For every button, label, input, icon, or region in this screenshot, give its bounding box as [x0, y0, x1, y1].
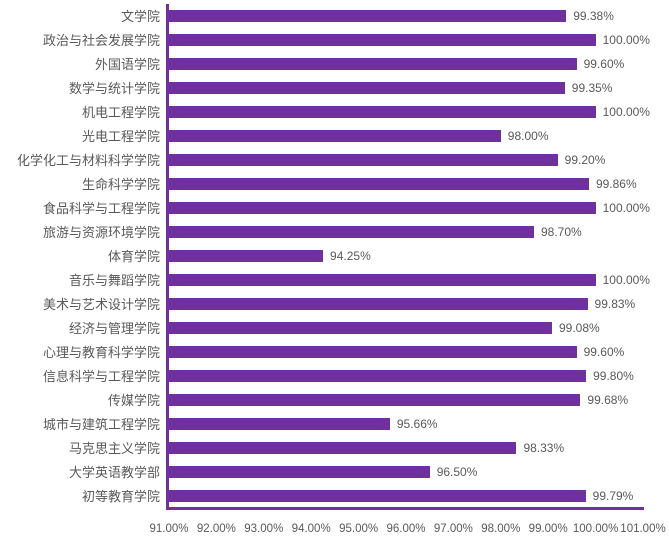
- value-label: 98.70%: [540, 225, 582, 239]
- value-label: 99.80%: [593, 369, 634, 383]
- category-label: 数学与统计学院: [68, 80, 160, 96]
- bar: [169, 418, 390, 430]
- category-label: 光电工程学院: [81, 128, 160, 144]
- x-tick-label: 95.00%: [339, 523, 379, 535]
- category-label: 食品科学与工程学院: [42, 200, 160, 216]
- x-tick-label: 98.00%: [481, 523, 521, 535]
- bar: [169, 178, 589, 190]
- value-label: 95.66%: [396, 417, 438, 431]
- category-label: 大学英语教学部: [68, 464, 160, 480]
- bar: [169, 10, 567, 22]
- x-tick-label: 100.00%: [572, 523, 619, 535]
- bar: [169, 106, 596, 118]
- bar: [169, 274, 596, 286]
- category-label: 旅游与资源环境学院: [42, 224, 160, 240]
- bar: [169, 154, 558, 166]
- x-tick-label: 96.00%: [386, 523, 426, 535]
- value-label: 100.00%: [602, 273, 650, 287]
- bar: [169, 226, 534, 238]
- value-label: 99.20%: [564, 153, 606, 167]
- bar: [169, 202, 596, 214]
- y-axis-line: [166, 4, 169, 510]
- x-axis-line: [166, 507, 644, 510]
- value-label: 99.08%: [558, 321, 600, 335]
- category-label: 心理与教育科学学院: [42, 344, 160, 360]
- category-label: 文学院: [120, 8, 160, 24]
- category-label: 经济与管理学院: [68, 320, 160, 336]
- bar: [169, 322, 552, 334]
- value-label: 99.86%: [595, 177, 637, 191]
- category-label: 马克思主义学院: [68, 440, 160, 456]
- value-label: 100.00%: [602, 105, 650, 119]
- x-tick-label: 93.00%: [244, 523, 284, 535]
- category-label: 生命科学学院: [81, 176, 160, 192]
- value-label: 98.00%: [507, 129, 549, 143]
- category-label: 政治与社会发展学院: [42, 32, 160, 48]
- value-label: 99.60%: [583, 345, 625, 359]
- category-label: 城市与建筑工程学院: [42, 416, 160, 432]
- value-label: 99.83%: [594, 297, 636, 311]
- bar: [169, 490, 586, 502]
- category-label: 美术与艺术设计学院: [42, 296, 160, 312]
- value-label: 96.50%: [436, 465, 478, 479]
- value-label: 94.25%: [330, 249, 371, 263]
- value-label: 99.60%: [583, 57, 625, 71]
- bar: [169, 346, 577, 358]
- value-label: 99.68%: [587, 393, 629, 407]
- x-tick-label: 94.00%: [291, 523, 331, 535]
- value-label: 99.35%: [571, 81, 613, 95]
- value-label: 98.33%: [523, 441, 565, 455]
- category-label: 信息科学与工程学院: [42, 368, 160, 384]
- bar: [169, 298, 588, 310]
- value-label: 99.38%: [573, 9, 614, 23]
- value-label: 100.00%: [602, 201, 650, 215]
- bar: [169, 58, 577, 70]
- category-label: 化学化工与材料科学学院: [16, 152, 160, 168]
- bar: [169, 82, 565, 94]
- bar: [169, 442, 517, 454]
- bar: [169, 370, 587, 382]
- value-label: 100.00%: [602, 33, 650, 47]
- category-label: 外国语学院: [94, 56, 160, 72]
- x-tick-label: 101.00%: [620, 523, 666, 535]
- bar: [169, 394, 581, 406]
- x-tick-label: 92.00%: [196, 523, 236, 535]
- bar: [169, 466, 430, 478]
- bar: [169, 130, 501, 142]
- category-label: 机电工程学院: [81, 104, 160, 120]
- bar: [169, 250, 324, 262]
- value-label: 99.79%: [592, 489, 634, 503]
- x-tick-label: 99.00%: [528, 523, 568, 535]
- category-label: 音乐与舞蹈学院: [68, 272, 160, 288]
- x-tick-label: 91.00%: [149, 523, 189, 535]
- category-label: 体育学院: [107, 248, 160, 264]
- category-label: 初等教育学院: [81, 488, 160, 504]
- category-label: 传媒学院: [107, 392, 160, 408]
- x-tick-label: 97.00%: [433, 523, 473, 535]
- bar: [169, 34, 596, 46]
